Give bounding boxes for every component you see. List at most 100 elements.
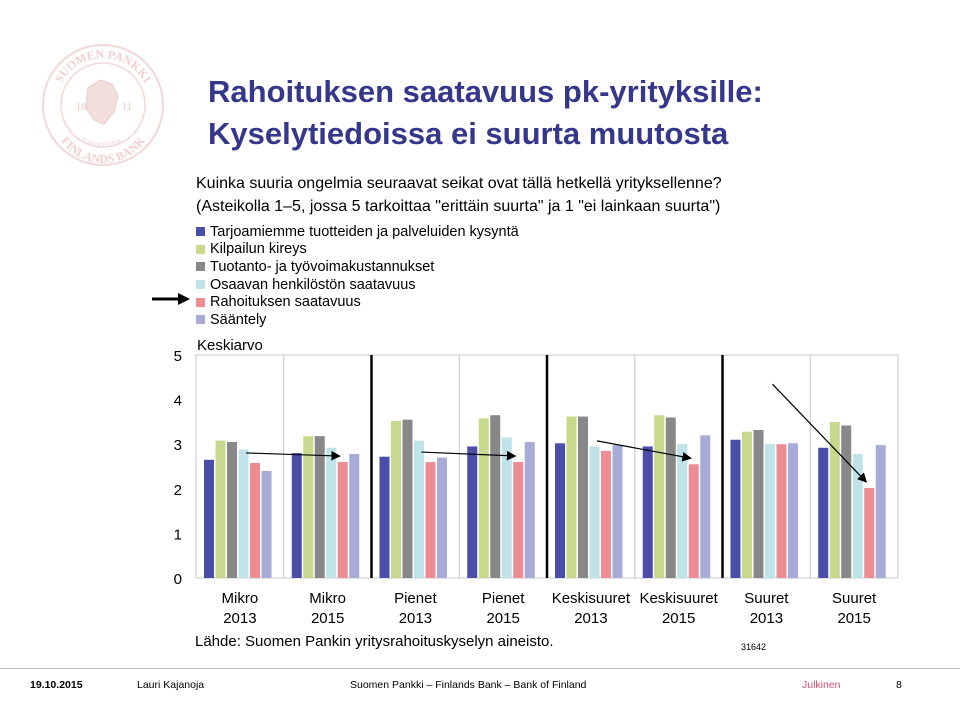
legend-swatch (196, 262, 205, 272)
page-title-line2: Kyselytiedoissa ei suurta muutosta (208, 116, 729, 151)
y-tick-label: 3 (174, 437, 182, 454)
bar (665, 417, 676, 578)
bar (566, 416, 577, 578)
legend-label: Kilpailun kireys (210, 241, 307, 258)
x-tick-label: 2015 (662, 610, 695, 627)
y-tick-label: 4 (174, 393, 182, 410)
chart-legend: Tarjoamiemme tuotteiden ja palveluiden k… (196, 223, 519, 329)
bar (555, 443, 565, 578)
legend-swatch (196, 244, 205, 254)
bar (501, 437, 512, 578)
y-tick-label: 2 (174, 482, 182, 499)
x-tick-label: 2013 (399, 610, 432, 627)
x-tick-label: 2015 (486, 610, 519, 627)
bar (875, 445, 886, 578)
legend-swatch (196, 227, 205, 237)
logo-arc-bottom: FINLANDS BANK (58, 133, 148, 166)
bar (391, 421, 401, 578)
legend-item: Kilpailun kireys (196, 241, 519, 259)
x-tick-label: Keskisuuret (552, 590, 631, 607)
bar (788, 443, 798, 578)
legend-item: Sääntely (196, 311, 519, 329)
x-tick-label: 2013 (574, 610, 607, 627)
bar (677, 444, 688, 578)
bar (238, 449, 249, 578)
bar (818, 447, 829, 578)
bar (467, 446, 478, 578)
question-text: Kuinka suuria ongelmia seuraavat seikat … (196, 175, 722, 192)
x-tick-label: Mikro (309, 590, 346, 607)
bar (612, 445, 623, 578)
svg-text:EUROSYSTEM: EUROSYSTEM (80, 137, 122, 149)
bar (227, 441, 237, 578)
legend-item: Tarjoamiemme tuotteiden ja palveluiden k… (196, 223, 519, 241)
bar (261, 470, 272, 578)
chart-title: Keskiarvo (197, 337, 263, 354)
footer-author: Lauri Kajanoja (137, 679, 205, 691)
legend-item: Rahoituksen saatavuus (196, 293, 519, 311)
svg-text:SUOMEN PANKKI: SUOMEN PANKKI (52, 47, 155, 85)
page-title-line1: Rahoituksen saatavuus pk-yrityksille: (208, 74, 763, 109)
legend-label: Osaavan henkilöstön saatavuus (210, 276, 416, 293)
logo-year-right: 11 (122, 102, 132, 113)
bar (776, 444, 787, 578)
bar (601, 450, 611, 578)
legend-swatch (196, 315, 205, 325)
scale-description: (Asteikolla 1–5, jossa 5 tarkoittaa "eri… (196, 198, 721, 215)
bar (303, 436, 314, 578)
plot-area (195, 354, 899, 579)
suomen-pankki-logo: SUOMEN PANKKI FINLANDS BANK EUROSYSTEM 1… (42, 44, 164, 166)
x-tick-label: Suuret (832, 590, 877, 607)
bar (578, 416, 588, 578)
bar (349, 454, 360, 578)
x-tick-label: 2013 (750, 610, 783, 627)
x-tick-label: Pienet (482, 590, 525, 607)
bar (379, 456, 390, 578)
bar (437, 457, 447, 578)
logo-arc-top: SUOMEN PANKKI (52, 47, 155, 85)
bar (204, 459, 214, 578)
legend-item: Osaavan henkilöstön saatavuus (196, 276, 519, 294)
bar (414, 440, 424, 578)
footer-divider (0, 668, 960, 669)
bar (326, 447, 337, 578)
footer-organization: Suomen Pankki – Finlands Bank – Bank of … (350, 679, 587, 691)
y-tick-label: 5 (174, 348, 182, 365)
bar (753, 429, 764, 578)
bar (478, 418, 489, 578)
source-note: Lähde: Suomen Pankin yritysrahoituskysel… (195, 633, 554, 650)
bar (864, 487, 875, 578)
legend-swatch (196, 280, 205, 290)
page-number: 8 (896, 679, 902, 691)
x-tick-label: Mikro (222, 590, 259, 607)
x-tick-label: Suuret (744, 590, 789, 607)
legend-label: Rahoituksen saatavuus (210, 294, 361, 311)
x-tick-label: 2015 (837, 610, 870, 627)
bar (490, 415, 501, 578)
legend-label: Tarjoamiemme tuotteiden ja palveluiden k… (210, 223, 519, 240)
bar (250, 462, 260, 578)
y-tick-label: 0 (174, 571, 182, 588)
change-arrow (596, 440, 692, 462)
bar (688, 464, 699, 578)
bar (852, 454, 863, 578)
bar (513, 462, 524, 578)
x-tick-label: Keskisuuret (639, 590, 718, 607)
bar (742, 431, 752, 578)
x-tick-label: Pienet (394, 590, 437, 607)
bar (841, 425, 852, 578)
legend-label: Tuotanto- ja työvoimakustannukset (210, 258, 435, 275)
x-tick-label: 2015 (311, 610, 344, 627)
legend-swatch (196, 297, 205, 307)
bar (314, 436, 325, 578)
bar (402, 419, 413, 578)
x-tick-label: 2013 (223, 610, 256, 627)
bar (215, 440, 226, 578)
bar (730, 439, 741, 578)
bar (700, 435, 711, 578)
y-tick-label: 1 (174, 526, 182, 543)
bar (337, 462, 348, 578)
chart-code: 31642 (741, 642, 767, 652)
legend-label: Sääntely (210, 311, 267, 328)
logo-arc-eurosystem: EUROSYSTEM (80, 137, 122, 149)
